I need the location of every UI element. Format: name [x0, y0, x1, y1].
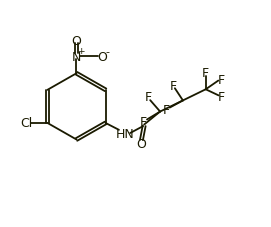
Text: N: N: [72, 50, 81, 63]
Text: HN: HN: [115, 127, 134, 140]
Text: F: F: [144, 91, 151, 104]
Text: O: O: [97, 50, 107, 63]
Text: F: F: [163, 104, 170, 117]
Text: F: F: [218, 73, 225, 86]
Text: F: F: [218, 91, 225, 104]
Text: F: F: [140, 116, 147, 128]
Text: O: O: [137, 137, 146, 150]
Text: F: F: [170, 79, 177, 92]
Text: O: O: [72, 35, 81, 47]
Text: +: +: [78, 47, 85, 55]
Text: F: F: [202, 67, 209, 80]
Text: Cl: Cl: [20, 117, 32, 130]
Text: -: -: [106, 47, 110, 57]
